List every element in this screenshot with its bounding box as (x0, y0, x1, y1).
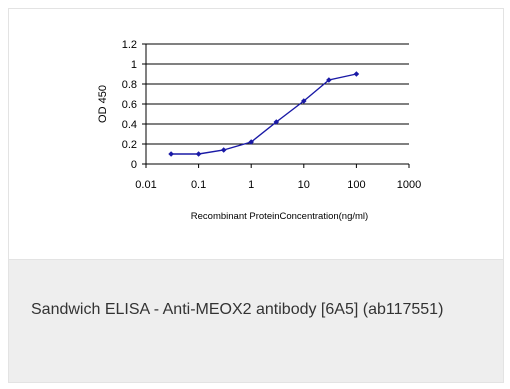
data-point (353, 71, 360, 77)
elisa-chart: 0 0.2 0.4 0.6 0.8 1 1.2 0.01 0.1 1 10 100 1000 OD 4… (97, 39, 421, 222)
x-tick-label: 10 (298, 179, 310, 191)
data-point (326, 77, 332, 83)
y-tick-labels: 0 0.2 0.4 0.6 0.8 1 1.2 (122, 39, 137, 171)
chart-area: 0 0.2 0.4 0.6 0.8 1 1.2 0.01 0.1 1 10 100 1000 OD 4… (9, 9, 503, 259)
x-tick-labels: 0.01 0.1 1 10 100 1000 (135, 179, 421, 191)
y-tick-label: 0.4 (122, 119, 137, 131)
x-tick-label: 1000 (397, 179, 421, 191)
data-point (168, 151, 174, 157)
caption-text: Sandwich ELISA - Anti-MEOX2 antibody [6A… (31, 301, 444, 318)
y-axis-label: OD 450 (97, 85, 109, 123)
caption-panel: Sandwich ELISA - Anti-MEOX2 antibody [6A… (9, 259, 503, 382)
grid-lines (146, 43, 409, 145)
y-tick-label: 0.8 (122, 79, 137, 91)
x-tick-label: 0.01 (135, 179, 156, 191)
axes (142, 43, 410, 168)
data-point (195, 151, 202, 157)
x-tick-label: 0.1 (191, 179, 206, 191)
y-tick-label: 1 (131, 59, 137, 71)
y-tick-label: 1.2 (122, 39, 137, 51)
x-tick-label: 1 (248, 179, 254, 191)
figure-card: 0 0.2 0.4 0.6 0.8 1 1.2 0.01 0.1 1 10 100 1000 OD 4… (8, 8, 504, 383)
data-point (301, 98, 307, 104)
x-tick-label: 100 (347, 179, 365, 191)
y-tick-label: 0 (131, 159, 137, 171)
y-tick-label: 0.2 (122, 139, 137, 151)
data-point (248, 139, 254, 145)
y-tick-label: 0.6 (122, 99, 137, 111)
series-line (171, 73, 357, 155)
x-axis-label: Recombinant ProteinConcentration(ng/ml) (191, 211, 368, 222)
data-point (220, 147, 227, 153)
data-series (168, 71, 360, 157)
data-point (273, 119, 280, 125)
